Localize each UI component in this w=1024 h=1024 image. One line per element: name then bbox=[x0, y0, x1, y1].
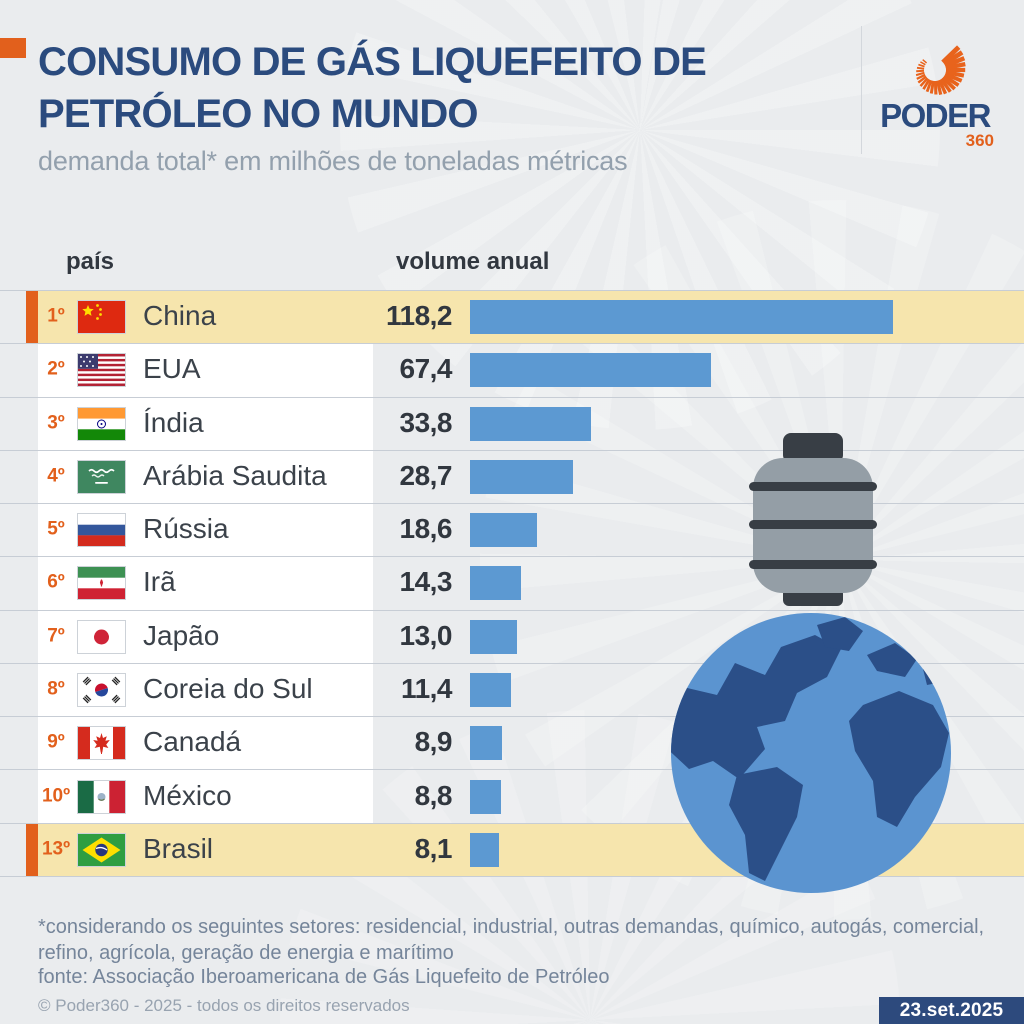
table-row: 2º EUA 67,4 bbox=[0, 344, 1024, 398]
highlight-accent bbox=[26, 823, 38, 876]
source-line: fonte: Associação Iberoamericana de Gás … bbox=[38, 966, 610, 988]
gas-cylinder-icon bbox=[749, 433, 877, 606]
rank-label: 2º bbox=[47, 358, 65, 380]
page-subtitle: demanda total* em milhões de toneladas m… bbox=[38, 146, 628, 176]
value-label: 118,2 bbox=[385, 300, 453, 332]
value-bar bbox=[470, 566, 521, 601]
country-label: Índia bbox=[143, 406, 204, 438]
rank-label: 10º bbox=[41, 785, 71, 807]
table-row: 5º Rússia 18,6 bbox=[0, 504, 1024, 558]
rank-label: 13º bbox=[41, 838, 71, 860]
value-bar bbox=[470, 353, 711, 388]
flag-eua-icon bbox=[78, 354, 125, 387]
value-label: 67,4 bbox=[399, 353, 453, 385]
logo-sub: 360 bbox=[965, 131, 994, 150]
rank-label: 5º bbox=[47, 518, 65, 540]
value-bar bbox=[470, 726, 502, 761]
table-row: 8º Coreia do Sul 11,4 bbox=[0, 663, 1024, 718]
highlight-accent bbox=[26, 291, 38, 344]
value-label: 13,0 bbox=[399, 619, 453, 651]
value-bar bbox=[470, 619, 517, 654]
rank-label: 1º bbox=[47, 305, 65, 327]
rank-label: 3º bbox=[47, 412, 65, 434]
flag-china-icon bbox=[78, 301, 125, 334]
page-title-line1: CONSUMO DE GÁS LIQUEFEITO DE bbox=[38, 40, 707, 84]
table-rows: 1º China 118,2 2º EUA 67,4 3º Índia 33,8… bbox=[0, 290, 1024, 877]
value-bar bbox=[470, 832, 499, 867]
rank-label: 7º bbox=[47, 625, 65, 647]
flag-japao-icon bbox=[78, 620, 125, 653]
value-label: 11,4 bbox=[401, 673, 452, 705]
country-label: México bbox=[143, 779, 232, 811]
value-label: 8,8 bbox=[414, 779, 453, 811]
country-label: Arábia Saudita bbox=[143, 459, 327, 491]
value-bar bbox=[470, 459, 573, 494]
table-row: 6º Irã 14,3 bbox=[0, 557, 1024, 611]
column-header-country: país bbox=[66, 248, 115, 275]
country-label: Brasil bbox=[143, 832, 214, 864]
date-badge: 23.set.2025 bbox=[879, 997, 1024, 1024]
rank-label: 6º bbox=[47, 572, 65, 594]
logo-brand: PODER bbox=[880, 97, 991, 134]
flag-russia-icon bbox=[78, 514, 125, 547]
copyright: © Poder360 - 2025 - todos os direitos re… bbox=[38, 996, 410, 1015]
rank-label: 8º bbox=[47, 678, 65, 700]
value-label: 8,1 bbox=[414, 832, 453, 864]
table-row: 3º Índia 33,8 bbox=[0, 397, 1024, 451]
value-label: 28,7 bbox=[399, 459, 453, 491]
value-bar bbox=[470, 300, 893, 335]
country-label: Coreia do Sul bbox=[143, 673, 313, 705]
flag-canada-icon bbox=[78, 727, 125, 760]
starburst-icon bbox=[915, 45, 966, 95]
table-row: 10º México 8,8 bbox=[0, 770, 1024, 824]
flag-india-icon bbox=[78, 407, 125, 440]
globe-icon bbox=[671, 613, 951, 893]
value-bar bbox=[470, 406, 591, 441]
accent-square bbox=[0, 38, 26, 58]
flag-arabia-saudita-icon bbox=[78, 460, 125, 493]
table-row: 4º Arábia Saudita 28,7 bbox=[0, 450, 1024, 505]
value-bar bbox=[470, 779, 501, 814]
column-header-volume: volume anual bbox=[396, 248, 550, 275]
value-label: 18,6 bbox=[399, 513, 453, 545]
rank-label: 4º bbox=[47, 465, 65, 487]
value-label: 14,3 bbox=[399, 566, 453, 598]
table-row: 1º China 118,2 bbox=[0, 291, 1024, 345]
country-label: China bbox=[143, 300, 217, 332]
country-label: Irã bbox=[143, 566, 176, 598]
page-title-line2: PETRÓLEO NO MUNDO bbox=[38, 92, 479, 136]
country-label: Canadá bbox=[143, 726, 242, 758]
value-label: 33,8 bbox=[399, 406, 453, 438]
value-bar bbox=[470, 672, 511, 707]
flag-ira-icon bbox=[78, 567, 125, 600]
flag-mexico-icon bbox=[78, 780, 125, 813]
value-bar bbox=[470, 513, 537, 548]
value-label: 8,9 bbox=[414, 726, 453, 758]
footnote: *considerando os seguintes setores: resi… bbox=[38, 916, 985, 964]
table-row: 9º Canadá 8,9 bbox=[0, 717, 1024, 771]
country-label: Rússia bbox=[143, 513, 229, 545]
rank-label: 9º bbox=[47, 731, 65, 753]
header-divider bbox=[861, 26, 862, 154]
table-row: 7º Japão 13,0 bbox=[0, 610, 1024, 664]
country-label: Japão bbox=[143, 619, 220, 651]
country-label: EUA bbox=[143, 353, 201, 385]
flag-brasil-icon bbox=[78, 833, 125, 866]
flag-coreia-do-sul-icon bbox=[78, 673, 125, 706]
